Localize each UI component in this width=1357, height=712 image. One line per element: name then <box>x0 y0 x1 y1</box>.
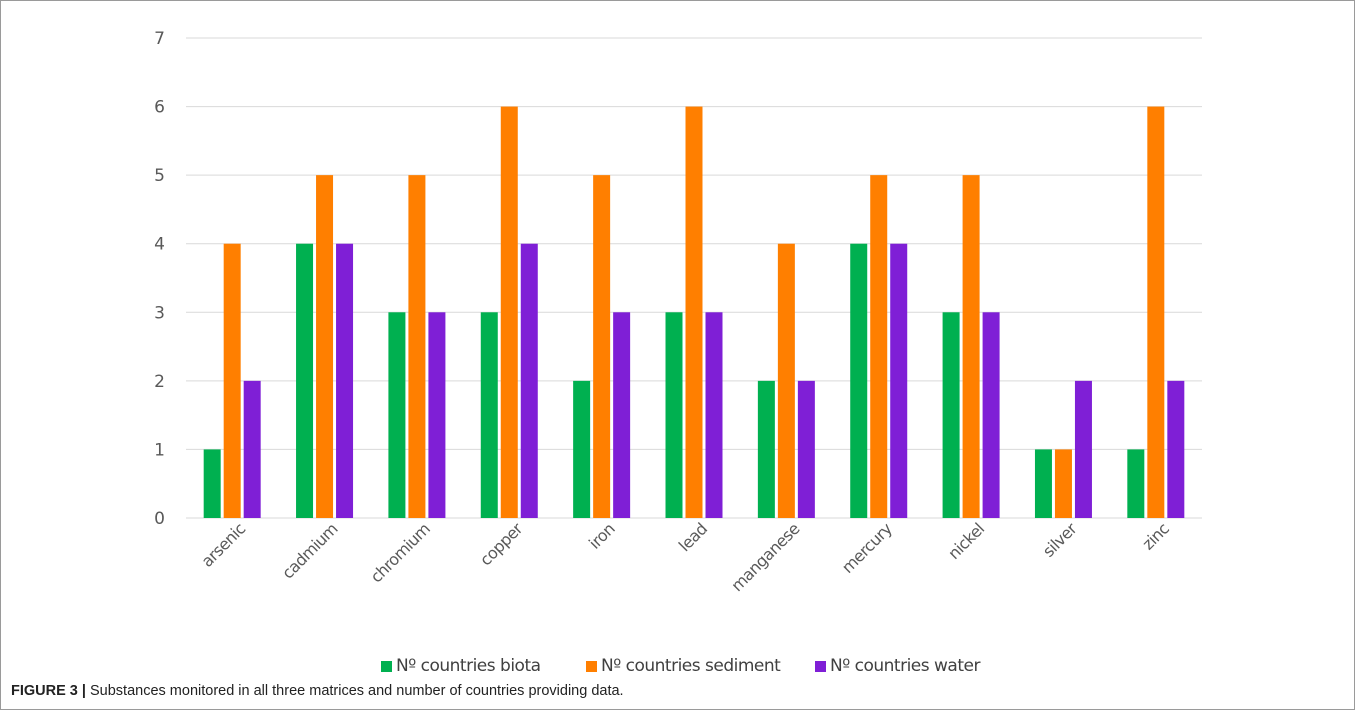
x-category-label: manganese <box>727 519 803 595</box>
figure-caption-text: Substances monitored in all three matric… <box>90 683 624 699</box>
bar-copper-series-1 <box>480 312 498 518</box>
y-tick-label: 1 <box>154 440 165 460</box>
x-category-label: copper <box>476 519 527 570</box>
bar-iron-series-2 <box>593 175 611 518</box>
bar-mercury-series-3 <box>890 243 908 518</box>
bar-silver-series-1 <box>1034 449 1052 518</box>
x-category-label: iron <box>585 519 618 552</box>
figure-caption-label: FIGURE 3 | <box>11 683 86 699</box>
bar-nickel-series-2 <box>962 175 980 518</box>
bar-manganese-series-3 <box>797 380 815 518</box>
bar-zinc-series-3 <box>1167 380 1185 518</box>
bar-mercury-series-1 <box>850 243 868 518</box>
bar-lead-series-2 <box>685 106 703 519</box>
x-category-label: lead <box>675 519 711 555</box>
bar-mercury-series-2 <box>870 175 888 518</box>
bar-arsenic-series-1 <box>203 449 221 518</box>
bars <box>203 106 1185 519</box>
figure-caption: FIGURE 3 | Substances monitored in all t… <box>11 683 624 699</box>
x-category-label: mercury <box>838 519 896 577</box>
x-category-label: nickel <box>944 519 988 563</box>
bar-manganese-series-1 <box>757 380 775 518</box>
x-category-label: cadmium <box>278 519 341 582</box>
y-tick-label: 5 <box>154 166 165 186</box>
bar-nickel-series-3 <box>982 312 1000 518</box>
bar-chromium-series-3 <box>428 312 446 518</box>
bar-zinc-series-1 <box>1127 449 1145 518</box>
y-tick-label: 2 <box>154 372 165 392</box>
legend: Nº countries biota Nº countries sediment N… <box>381 656 981 676</box>
bar-arsenic-series-3 <box>243 380 261 518</box>
y-tick-label: 6 <box>154 98 165 118</box>
bar-copper-series-2 <box>500 106 518 519</box>
x-axis-categories: arsenic cadmium chromium copper iron lead mang… <box>198 519 1173 596</box>
bar-chromium-series-1 <box>388 312 406 518</box>
legend-label: Nº countries sediment <box>601 656 781 676</box>
bar-iron-series-1 <box>573 380 591 518</box>
bar-cadmium-series-1 <box>296 243 314 518</box>
y-tick-label: 3 <box>154 303 165 323</box>
x-category-label: arsenic <box>198 519 249 570</box>
y-tick-label: 7 <box>154 29 165 49</box>
bar-manganese-series-2 <box>777 243 795 518</box>
bar-copper-series-3 <box>520 243 538 518</box>
gridlines <box>186 37 1202 519</box>
bar-arsenic-series-2 <box>223 243 241 518</box>
x-category-label: chromium <box>367 519 434 586</box>
legend-swatch <box>815 661 826 672</box>
y-axis-ticks: 0 1 2 3 4 5 6 7 <box>154 29 165 529</box>
bar-cadmium-series-3 <box>336 243 354 518</box>
y-tick-label: 4 <box>154 235 165 255</box>
legend-swatch <box>381 661 392 672</box>
bar-silver-series-3 <box>1074 380 1092 518</box>
x-category-label: silver <box>1039 519 1081 561</box>
legend-label: Nº countries water <box>830 656 980 676</box>
bar-chromium-series-2 <box>408 175 426 518</box>
y-tick-label: 0 <box>154 509 165 529</box>
bar-silver-series-2 <box>1054 449 1072 518</box>
bar-lead-series-3 <box>705 312 723 518</box>
bar-lead-series-1 <box>665 312 683 518</box>
legend-label: Nº countries biota <box>396 656 541 676</box>
bar-iron-series-3 <box>613 312 631 518</box>
x-category-label: zinc <box>1138 519 1172 553</box>
bar-cadmium-series-2 <box>316 175 334 518</box>
bar-zinc-series-2 <box>1147 106 1165 519</box>
bar-chart: 0 1 2 3 4 5 6 7 arsenic cadmium chromium copper iro… <box>154 29 1202 676</box>
bar-nickel-series-1 <box>942 312 960 518</box>
legend-swatch <box>586 661 597 672</box>
